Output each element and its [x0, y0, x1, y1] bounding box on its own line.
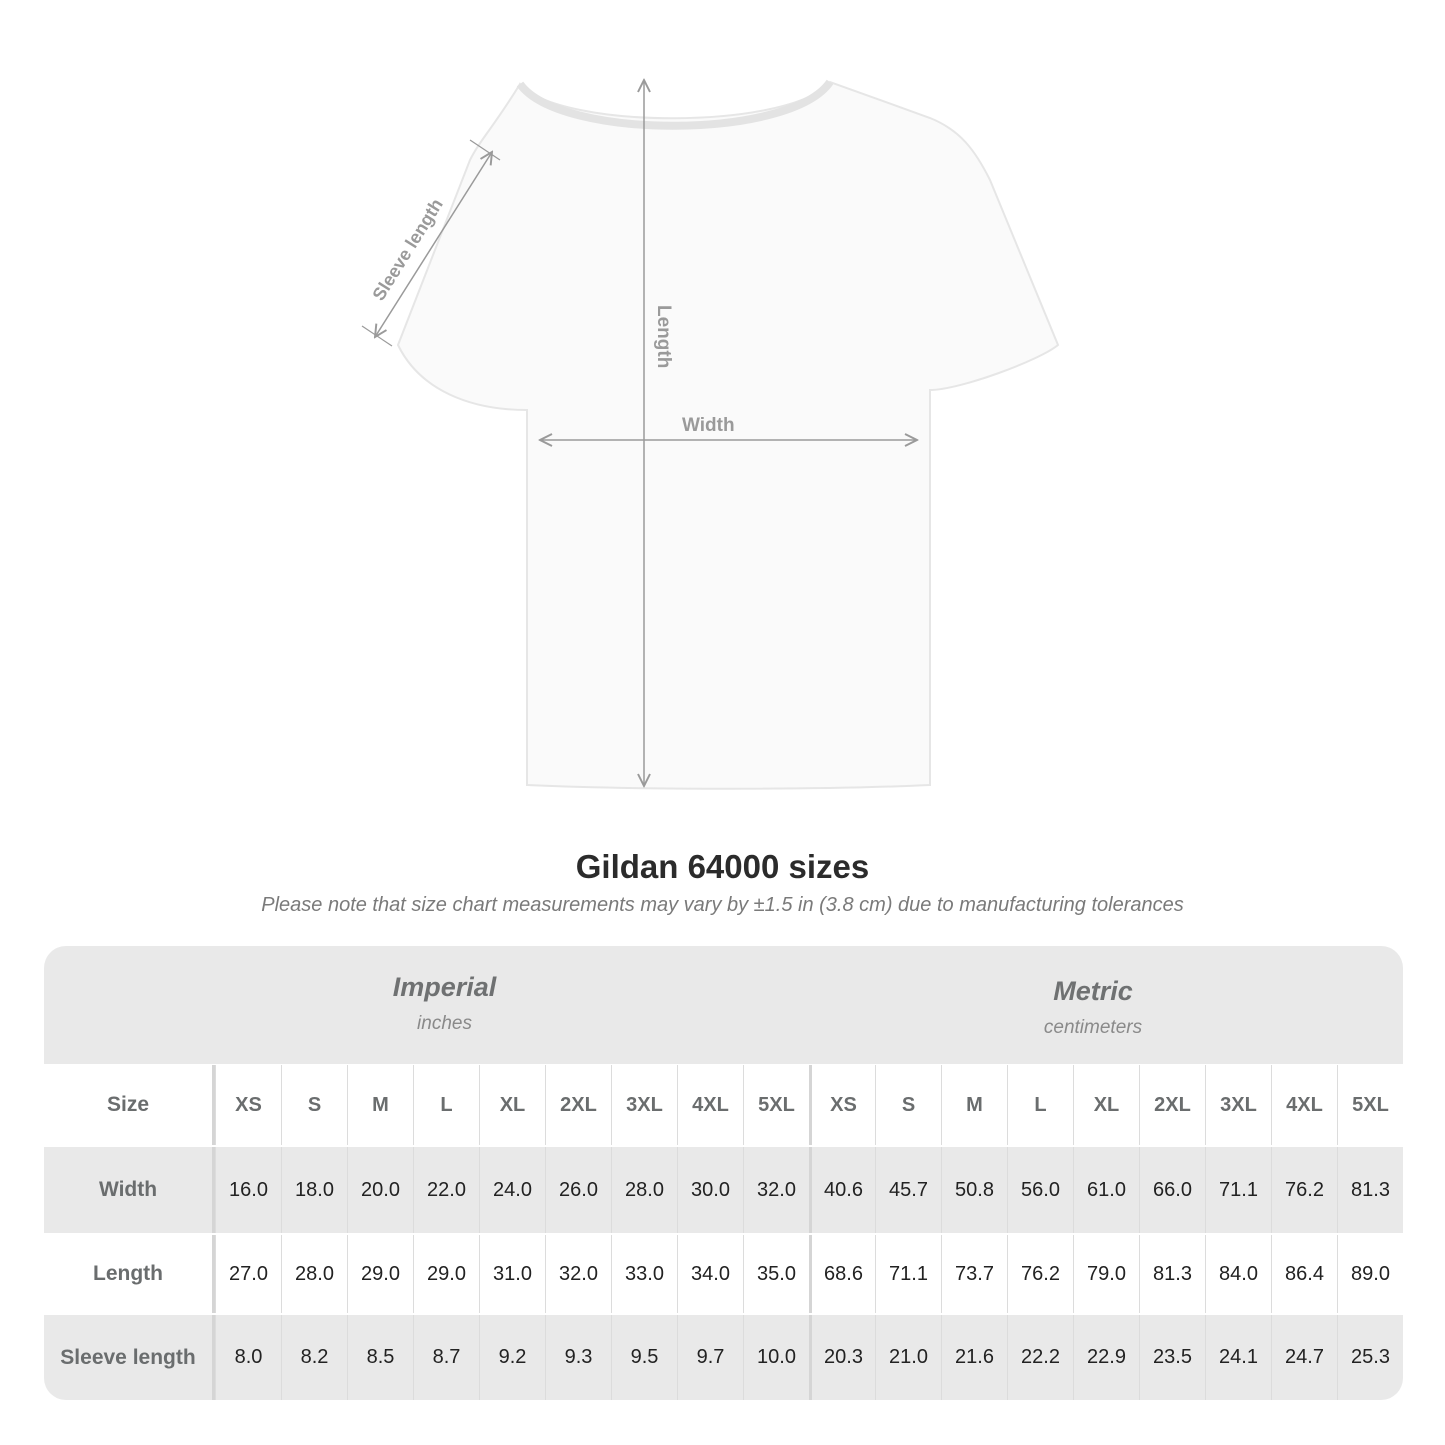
table-cell-metric: 76.2 — [1007, 1235, 1073, 1313]
table-cell-metric: 21.0 — [875, 1315, 941, 1400]
table-cell-imperial: 24.0 — [479, 1147, 545, 1233]
table-cell-metric: 23.5 — [1139, 1315, 1205, 1400]
size-header-metric: S — [875, 1065, 941, 1145]
table-cell-imperial: 9.2 — [479, 1315, 545, 1400]
table-cell-metric: 89.0 — [1337, 1235, 1403, 1313]
size-header-metric: M — [941, 1065, 1007, 1145]
table-row: Length 27.0 28.0 29.0 29.0 31.0 32.0 33.0 34.0 35… — [44, 1235, 1403, 1313]
table-cell-imperial: 32.0 — [743, 1147, 809, 1233]
size-header-metric: 3XL — [1205, 1065, 1271, 1145]
table-cell-metric: 61.0 — [1073, 1147, 1139, 1233]
table-cell-imperial: 8.2 — [281, 1315, 347, 1400]
table-cell-metric: 73.7 — [941, 1235, 1007, 1313]
table-cell-metric: 66.0 — [1139, 1147, 1205, 1233]
page-title: Gildan 64000 sizes — [575, 848, 870, 885]
table-cell-imperial: 29.0 — [413, 1235, 479, 1313]
size-header-imperial: M — [347, 1065, 413, 1145]
table-cell-imperial: 16.0 — [215, 1147, 281, 1233]
size-header-metric: 4XL — [1271, 1065, 1337, 1145]
table-cell-imperial: 28.0 — [611, 1147, 677, 1233]
table-cell-imperial: 10.0 — [743, 1315, 809, 1400]
table-cell-metric: 40.6 — [809, 1147, 875, 1233]
unit-header-band — [44, 946, 1403, 1064]
table-cell-metric: 25.3 — [1337, 1315, 1403, 1400]
table-cell-imperial: 9.7 — [677, 1315, 743, 1400]
table-cell-metric: 45.7 — [875, 1147, 941, 1233]
table-cell-metric: 20.3 — [809, 1315, 875, 1400]
table-cell-metric: 56.0 — [1007, 1147, 1073, 1233]
table-cell-metric: 76.2 — [1271, 1147, 1337, 1233]
size-header-metric: XL — [1073, 1065, 1139, 1145]
metric-unit: centimeters — [1043, 1017, 1143, 1038]
table-cell-imperial: 9.3 — [545, 1315, 611, 1400]
table-cell-imperial: 34.0 — [677, 1235, 743, 1313]
table-cell-imperial: 35.0 — [743, 1235, 809, 1313]
length-label: Length — [653, 305, 674, 368]
table-cell-metric: 24.7 — [1271, 1315, 1337, 1400]
size-header-imperial: 5XL — [743, 1065, 809, 1145]
table-cell-imperial: 29.0 — [347, 1235, 413, 1313]
table-cell-metric: 22.2 — [1007, 1315, 1073, 1400]
size-header-imperial: XL — [479, 1065, 545, 1145]
imperial-header: Imperial inches — [215, 972, 674, 1035]
table-cell-metric: 71.1 — [875, 1235, 941, 1313]
size-header-metric: L — [1007, 1065, 1073, 1145]
row-label: Length — [44, 1235, 215, 1313]
tshirt-illustration: Sleeve length Length Width — [361, 0, 1060, 790]
tolerance-note: Please note that size chart measurements… — [261, 894, 1184, 916]
size-header-imperial: 4XL — [677, 1065, 743, 1145]
table-cell-metric: 81.3 — [1139, 1235, 1205, 1313]
table-cell-metric: 24.1 — [1205, 1315, 1271, 1400]
table-cell-imperial: 22.0 — [413, 1147, 479, 1233]
table-cell-imperial: 8.0 — [215, 1315, 281, 1400]
imperial-title: Imperial — [392, 972, 497, 1002]
table-cell-metric: 50.8 — [941, 1147, 1007, 1233]
row-label: Sleeve length — [44, 1315, 215, 1400]
sleeve-measure-line — [375, 152, 492, 337]
size-table: Imperial inches Metric centimeters Size X… — [44, 946, 1403, 1400]
metric-title: Metric — [1053, 976, 1133, 1006]
size-header-row: Size XS S M L XL 2XL 3XL 4XL 5XL XS S M L XL 2XL 3XL 4XL 5… — [44, 1065, 1403, 1145]
table-cell-imperial: 26.0 — [545, 1147, 611, 1233]
size-header-imperial: S — [281, 1065, 347, 1145]
table-cell-imperial: 27.0 — [215, 1235, 281, 1313]
table-row: Sleeve length 8.0 8.2 8.5 8.7 9.2 9.3 9.5 9.7 10.… — [44, 1315, 1403, 1400]
imperial-unit: inches — [417, 1013, 472, 1034]
row-label: Width — [44, 1147, 215, 1233]
table-cell-imperial: 28.0 — [281, 1235, 347, 1313]
table-cell-imperial: 8.7 — [413, 1315, 479, 1400]
table-cell-imperial: 30.0 — [677, 1147, 743, 1233]
metric-header: Metric centimeters — [810, 976, 1376, 1039]
table-cell-metric: 22.9 — [1073, 1315, 1139, 1400]
size-header-imperial: L — [413, 1065, 479, 1145]
table-cell-imperial: 18.0 — [281, 1147, 347, 1233]
table-row: Width 16.0 18.0 20.0 22.0 24.0 26.0 28.0 30.0 32.… — [44, 1147, 1403, 1233]
size-header-imperial: 3XL — [611, 1065, 677, 1145]
width-label: Width — [682, 415, 735, 436]
table-cell-metric: 81.3 — [1337, 1147, 1403, 1233]
size-header-metric: 2XL — [1139, 1065, 1205, 1145]
table-cell-imperial: 8.5 — [347, 1315, 413, 1400]
table-cell-imperial: 32.0 — [545, 1235, 611, 1313]
table-cell-metric: 86.4 — [1271, 1235, 1337, 1313]
table-cell-metric: 68.6 — [809, 1235, 875, 1313]
size-header-metric: 5XL — [1337, 1065, 1403, 1145]
table-cell-metric: 84.0 — [1205, 1235, 1271, 1313]
table-cell-metric: 21.6 — [941, 1315, 1007, 1400]
table-cell-metric: 79.0 — [1073, 1235, 1139, 1313]
size-header-imperial: XS — [215, 1065, 281, 1145]
size-header-imperial: 2XL — [545, 1065, 611, 1145]
table-cell-metric: 71.1 — [1205, 1147, 1271, 1233]
row-label: Size — [44, 1065, 215, 1145]
size-header-metric: XS — [809, 1065, 875, 1145]
table-cell-imperial: 33.0 — [611, 1235, 677, 1313]
table-cell-imperial: 9.5 — [611, 1315, 677, 1400]
table-cell-imperial: 31.0 — [479, 1235, 545, 1313]
table-cell-imperial: 20.0 — [347, 1147, 413, 1233]
